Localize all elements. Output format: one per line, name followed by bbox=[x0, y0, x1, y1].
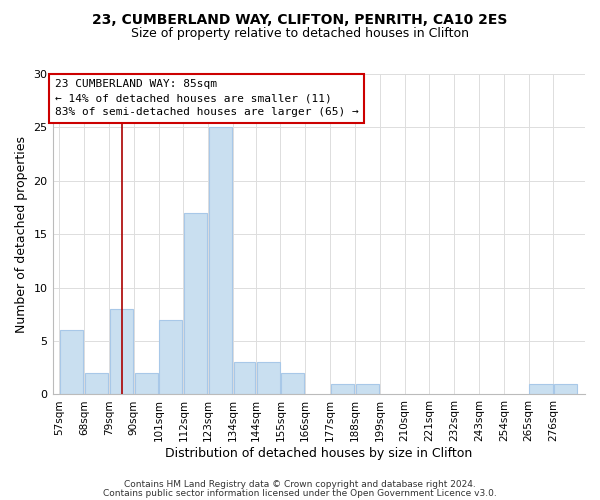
Bar bbox=[257, 362, 280, 394]
X-axis label: Distribution of detached houses by size in Clifton: Distribution of detached houses by size … bbox=[165, 447, 472, 460]
Text: Contains public sector information licensed under the Open Government Licence v3: Contains public sector information licen… bbox=[103, 488, 497, 498]
Bar bbox=[160, 320, 182, 394]
Bar bbox=[331, 384, 354, 394]
Bar bbox=[209, 128, 232, 394]
Bar bbox=[356, 384, 379, 394]
Text: Size of property relative to detached houses in Clifton: Size of property relative to detached ho… bbox=[131, 28, 469, 40]
Bar bbox=[134, 373, 158, 394]
Bar bbox=[234, 362, 254, 394]
Bar bbox=[60, 330, 83, 394]
Bar bbox=[110, 309, 133, 394]
Bar bbox=[529, 384, 553, 394]
Text: Contains HM Land Registry data © Crown copyright and database right 2024.: Contains HM Land Registry data © Crown c… bbox=[124, 480, 476, 489]
Bar bbox=[85, 373, 108, 394]
Y-axis label: Number of detached properties: Number of detached properties bbox=[15, 136, 28, 332]
Bar bbox=[554, 384, 577, 394]
Text: 23 CUMBERLAND WAY: 85sqm
← 14% of detached houses are smaller (11)
83% of semi-d: 23 CUMBERLAND WAY: 85sqm ← 14% of detach… bbox=[55, 80, 359, 118]
Bar bbox=[281, 373, 304, 394]
Text: 23, CUMBERLAND WAY, CLIFTON, PENRITH, CA10 2ES: 23, CUMBERLAND WAY, CLIFTON, PENRITH, CA… bbox=[92, 12, 508, 26]
Bar bbox=[184, 213, 208, 394]
